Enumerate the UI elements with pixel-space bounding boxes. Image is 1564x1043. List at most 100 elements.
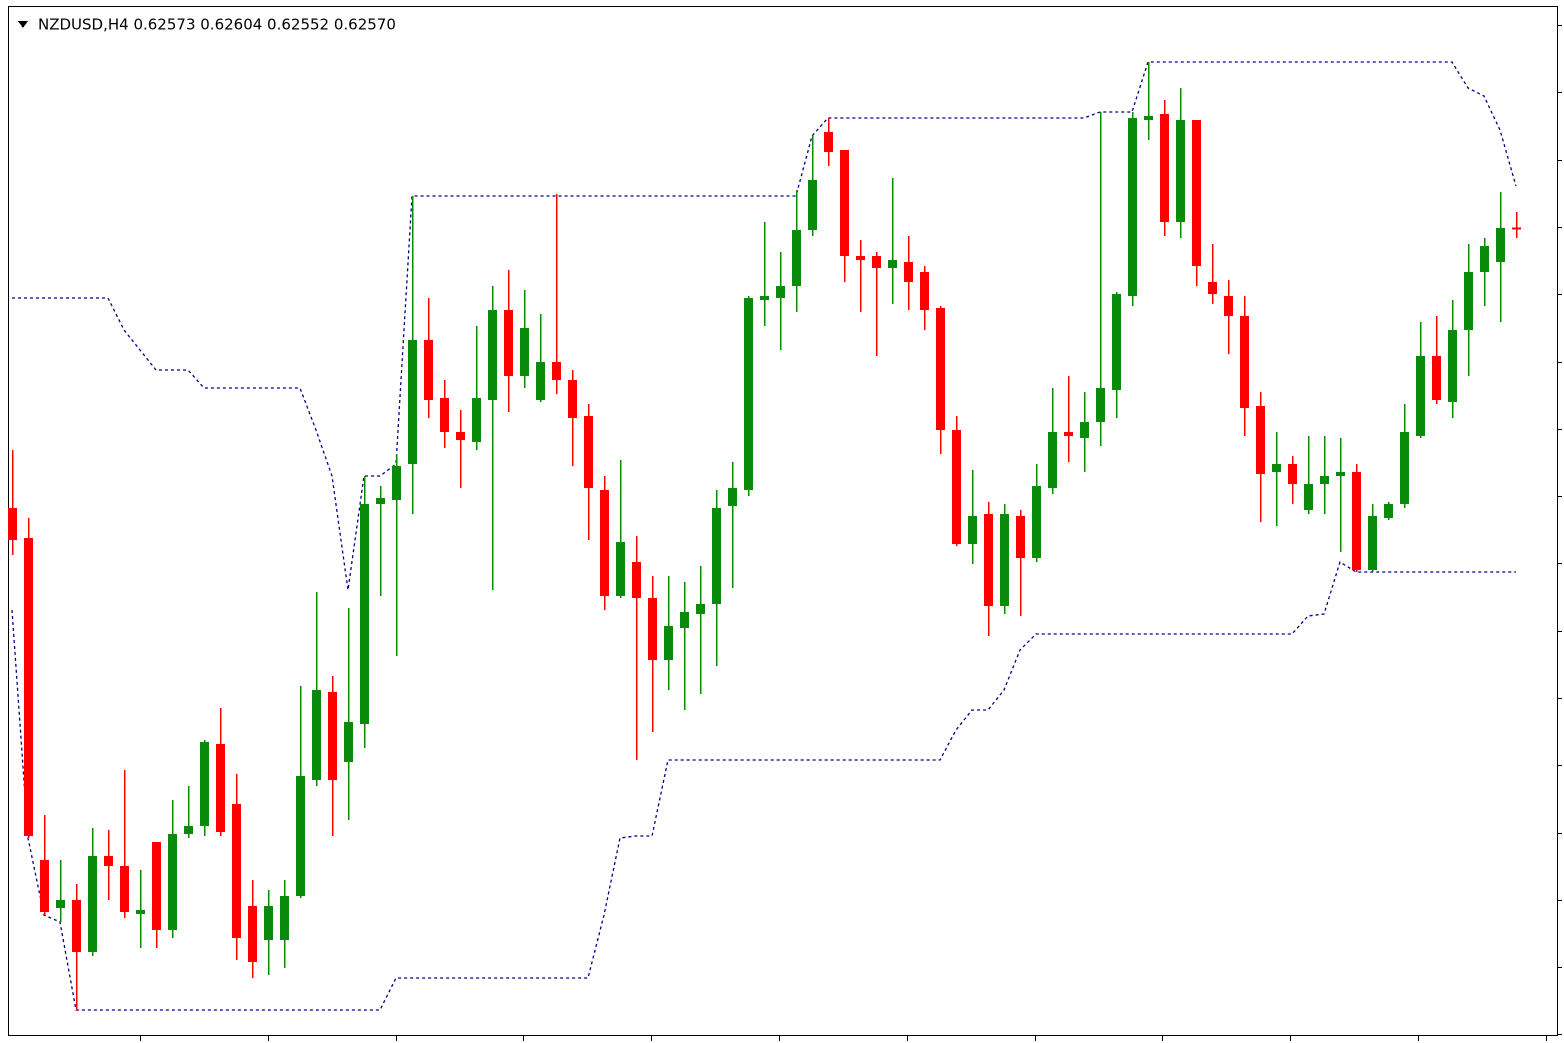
- candle-body: [696, 604, 705, 614]
- candle-body: [168, 834, 177, 930]
- candle-body: [1192, 120, 1201, 266]
- candle-body: [856, 256, 865, 260]
- candle-body: [760, 296, 769, 300]
- candle-body: [1432, 356, 1441, 400]
- candle-body: [1144, 116, 1153, 120]
- candle-body: [392, 466, 401, 500]
- channel-line: [11, 561, 1516, 1011]
- candle-body: [1336, 472, 1345, 476]
- candle-body: [728, 488, 737, 506]
- candle-body: [120, 866, 129, 912]
- candle-body: [1400, 432, 1409, 504]
- candle-body: [1176, 120, 1185, 222]
- channel-line: [12, 61, 1517, 591]
- candle-body: [680, 612, 689, 628]
- candle-body: [1096, 388, 1105, 422]
- candle-body: [744, 298, 753, 490]
- dropdown-arrow[interactable]: [18, 21, 28, 28]
- axis-ticks: [140, 25, 1562, 1041]
- candle-body: [1384, 504, 1393, 518]
- candle-body: [504, 310, 513, 376]
- candle-body: [376, 498, 385, 504]
- candle-body: [568, 380, 577, 418]
- candle-body: [456, 432, 465, 440]
- candle-body: [1160, 114, 1169, 222]
- candle-body: [1240, 316, 1249, 408]
- candle-body: [264, 906, 273, 940]
- candle-body: [1112, 294, 1121, 390]
- candle-body: [1032, 486, 1041, 558]
- candle-body: [312, 690, 321, 780]
- candle-body: [1464, 272, 1473, 330]
- candle-body: [1288, 464, 1297, 484]
- candle-body: [1368, 516, 1377, 570]
- candle-body: [1496, 228, 1505, 262]
- candle-body: [904, 262, 913, 282]
- candle-body: [664, 626, 673, 660]
- candle-body: [1480, 246, 1489, 272]
- frame: [8, 6, 1558, 1036]
- candle-body: [152, 842, 161, 930]
- candle-body: [648, 598, 657, 660]
- candle-body: [328, 692, 337, 780]
- candle-body: [472, 398, 481, 442]
- candle-body: [584, 416, 593, 488]
- candle-body: [984, 514, 993, 606]
- candle-body: [360, 504, 369, 724]
- candle-body: [344, 722, 353, 762]
- candle-body: [712, 508, 721, 604]
- candle-body: [216, 744, 225, 832]
- candle-body: [248, 906, 257, 962]
- candle-body: [776, 286, 785, 298]
- candle-body: [200, 742, 209, 826]
- candle-body: [1000, 514, 1009, 606]
- candle-body: [888, 260, 897, 268]
- candle-body: [824, 132, 833, 152]
- candle-body: [520, 328, 529, 376]
- candle-body: [1352, 472, 1361, 570]
- candle-body: [488, 310, 497, 400]
- candle-body: [136, 910, 145, 914]
- candle-body: [952, 430, 961, 544]
- candle-body: [920, 272, 929, 310]
- candle-body: [968, 516, 977, 544]
- candle-body: [1320, 476, 1329, 484]
- candle-body: [1256, 406, 1265, 474]
- candle-body: [440, 398, 449, 432]
- candle-body: [1064, 432, 1073, 436]
- candle-body: [184, 826, 193, 834]
- candle-body: [280, 896, 289, 940]
- candle-body: [1128, 118, 1137, 296]
- candle-body: [88, 856, 97, 952]
- candle-body: [600, 490, 609, 596]
- candle-body: [1208, 282, 1217, 294]
- candle-body: [616, 542, 625, 596]
- candle-body: [1272, 464, 1281, 472]
- candle-body: [632, 562, 641, 598]
- candle-body: [24, 538, 33, 836]
- candle-body: [936, 308, 945, 430]
- candle-body: [1224, 296, 1233, 316]
- candle-body: [1016, 516, 1025, 558]
- candle-body: [56, 900, 65, 908]
- candle-body: [840, 150, 849, 256]
- candle-body: [1416, 356, 1425, 436]
- candle-body: [296, 776, 305, 896]
- candle-body: [808, 180, 817, 230]
- candle-body: [408, 340, 417, 464]
- candle-body: [536, 362, 545, 400]
- candle-body: [552, 362, 561, 380]
- candle-body: [872, 256, 881, 268]
- candle-body: [1304, 484, 1313, 510]
- candle-body: [1080, 422, 1089, 438]
- candle-body: [72, 900, 81, 952]
- candle-body: [40, 860, 49, 912]
- candle-body: [792, 230, 801, 286]
- marks: [8, 61, 1521, 1011]
- candle-body: [424, 340, 433, 400]
- candle-body: [1448, 330, 1457, 402]
- chart-title: NZDUSD,H4 0.62573 0.62604 0.62552 0.6257…: [38, 16, 396, 34]
- candle-body: [1048, 432, 1057, 488]
